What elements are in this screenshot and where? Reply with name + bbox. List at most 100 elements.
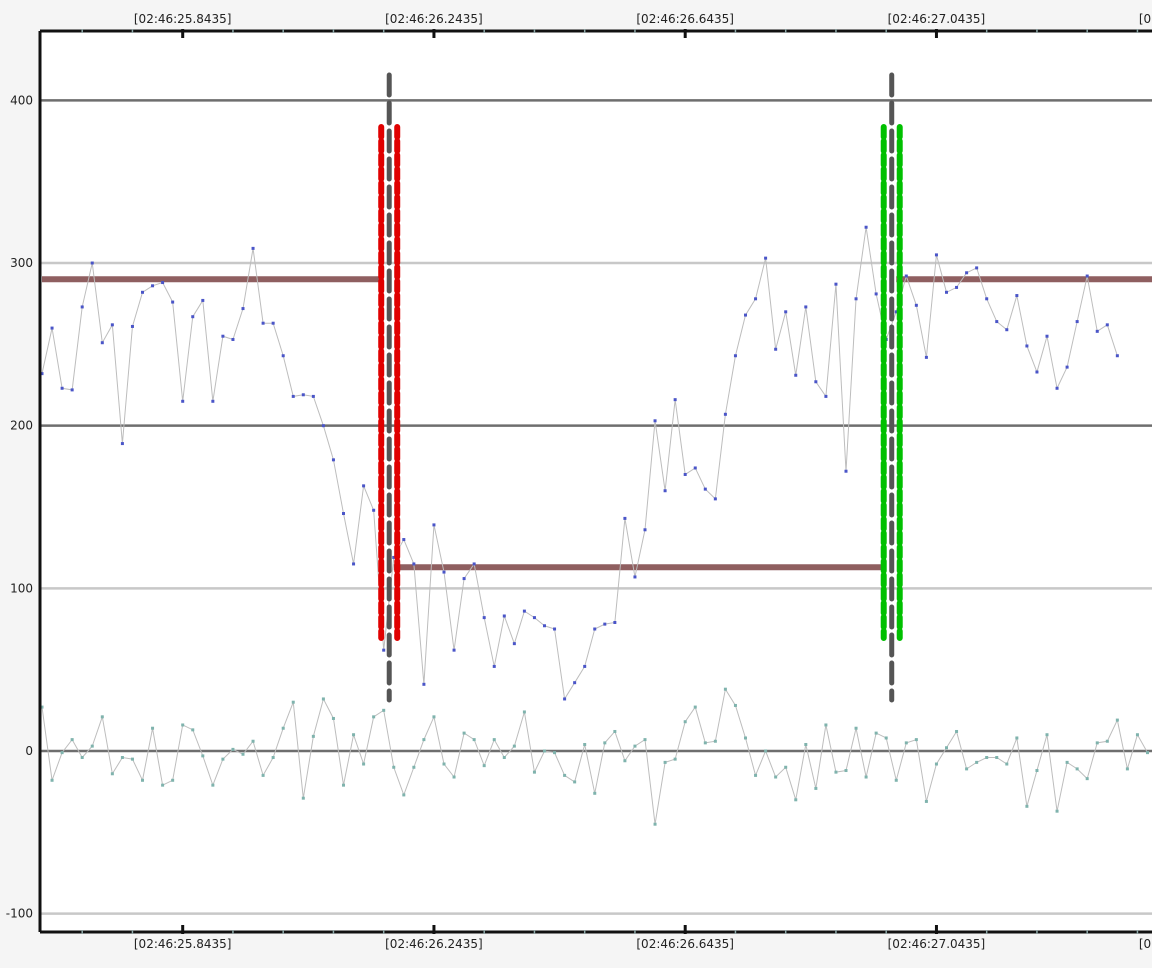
data-point xyxy=(754,297,758,301)
data-point xyxy=(281,726,285,730)
data-point xyxy=(1065,365,1069,369)
data-point xyxy=(804,305,808,309)
data-point xyxy=(382,648,386,652)
data-point xyxy=(442,570,446,574)
data-point xyxy=(1005,328,1009,332)
data-point xyxy=(110,772,114,776)
data-point xyxy=(904,274,908,278)
data-point xyxy=(321,424,325,428)
data-point xyxy=(50,326,54,330)
data-point xyxy=(161,783,165,787)
data-point xyxy=(774,347,778,351)
data-point xyxy=(1085,274,1089,278)
data-point xyxy=(151,284,155,288)
data-point xyxy=(291,700,295,704)
data-point xyxy=(583,664,587,668)
data-point xyxy=(633,575,637,579)
data-point xyxy=(723,687,727,691)
data-point xyxy=(281,354,285,358)
series-line xyxy=(41,227,1118,701)
data-point xyxy=(804,742,808,746)
x-tick-label-bottom: [02:46:27.4434] xyxy=(1139,937,1152,951)
data-point xyxy=(1075,767,1079,771)
data-point xyxy=(1095,329,1099,333)
data-point xyxy=(995,320,999,324)
data-point xyxy=(945,290,948,294)
data-point xyxy=(603,741,607,745)
data-point xyxy=(331,716,335,720)
data-point xyxy=(522,609,526,613)
plot-area xyxy=(40,31,1152,932)
data-point xyxy=(613,729,617,733)
data-point xyxy=(311,394,315,398)
data-point xyxy=(744,736,747,740)
data-point xyxy=(392,555,396,559)
data-point xyxy=(754,773,758,777)
data-point xyxy=(201,298,205,302)
x-axis-top: [02:46:25.8435] [02:46:26.2435] [02:46:26.… xyxy=(81,12,1152,38)
x-tick-label-top: [02:46:27.0435] xyxy=(888,12,986,26)
data-point xyxy=(683,472,687,476)
data-point xyxy=(191,315,195,319)
data-point xyxy=(301,393,305,397)
x-tick-label-top: [02:46:26.2435] xyxy=(385,12,483,26)
data-point xyxy=(814,786,818,790)
data-point xyxy=(824,723,828,727)
x-tick-label-top: [02:46:25.8435] xyxy=(134,12,232,26)
data-point xyxy=(382,708,386,712)
data-point xyxy=(784,310,788,314)
data-point xyxy=(492,664,496,668)
data-point xyxy=(522,710,526,714)
data-point xyxy=(482,764,486,768)
data-point xyxy=(653,822,657,826)
data-point xyxy=(1115,718,1119,722)
data-point xyxy=(1085,777,1089,781)
data-point xyxy=(593,627,597,631)
data-point xyxy=(362,762,366,766)
data-point xyxy=(492,738,496,742)
data-point xyxy=(271,321,275,325)
data-point xyxy=(251,739,255,743)
data-point xyxy=(120,756,124,760)
data-point xyxy=(713,739,717,743)
y-tick-label: 100 xyxy=(10,581,33,595)
data-point xyxy=(321,697,325,701)
data-point xyxy=(1045,334,1049,338)
data-point xyxy=(1025,344,1029,348)
data-point xyxy=(663,760,667,764)
data-point xyxy=(603,622,607,626)
data-point xyxy=(693,466,697,470)
data-point xyxy=(814,380,818,384)
data-point xyxy=(1105,739,1109,743)
data-point xyxy=(311,734,315,738)
data-point xyxy=(352,733,356,737)
data-point xyxy=(904,741,908,745)
data-point xyxy=(422,682,426,686)
data-point xyxy=(794,373,798,377)
data-point xyxy=(452,648,456,652)
data-point xyxy=(80,305,84,309)
data-point xyxy=(914,738,918,742)
data-point xyxy=(130,757,134,761)
data-point xyxy=(623,759,627,763)
data-point xyxy=(643,738,647,742)
data-point xyxy=(834,770,838,774)
data-point xyxy=(864,225,868,229)
data-point xyxy=(924,355,928,359)
data-point xyxy=(985,297,989,301)
data-point xyxy=(1146,751,1149,755)
data-point xyxy=(462,577,466,581)
y-tick-label: 300 xyxy=(10,256,33,270)
data-point xyxy=(553,627,557,631)
data-point xyxy=(914,303,918,307)
data-point xyxy=(1125,767,1129,771)
data-point xyxy=(80,756,84,760)
data-point xyxy=(924,799,928,803)
x-tick-label-bottom: [02:46:27.0435] xyxy=(888,937,986,951)
data-point xyxy=(1105,323,1109,327)
data-point xyxy=(181,723,185,727)
data-point xyxy=(673,398,677,402)
data-point xyxy=(221,757,225,761)
data-point xyxy=(402,793,406,797)
data-point xyxy=(854,297,858,301)
